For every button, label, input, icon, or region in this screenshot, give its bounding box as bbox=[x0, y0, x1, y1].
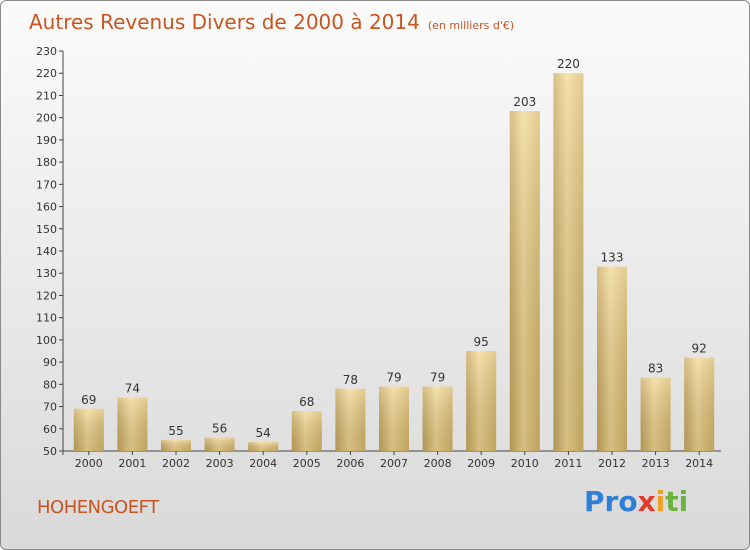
y-tick-label: 50 bbox=[43, 445, 57, 458]
bar-shade-2006 bbox=[335, 388, 366, 451]
x-tick-label-2001: 2001 bbox=[118, 457, 146, 470]
value-label-2004: 54 bbox=[256, 426, 271, 440]
value-label-2006: 78 bbox=[343, 373, 358, 387]
x-tick-label-2000: 2000 bbox=[75, 457, 103, 470]
bar-shade-2013 bbox=[640, 377, 671, 451]
logo-letter: t bbox=[665, 485, 679, 518]
y-tick-label: 110 bbox=[36, 312, 57, 325]
bar-shade-2009 bbox=[466, 351, 497, 451]
logo-letter: P bbox=[584, 485, 605, 518]
value-label-2012: 133 bbox=[601, 251, 624, 265]
x-tick-label-2007: 2007 bbox=[380, 457, 408, 470]
value-label-2013: 83 bbox=[648, 362, 663, 376]
logo-letter: x bbox=[637, 485, 656, 518]
bar-shade-2010 bbox=[509, 111, 540, 451]
logo-letter: o bbox=[618, 485, 638, 518]
value-label-2007: 79 bbox=[386, 371, 401, 385]
y-tick-label: 150 bbox=[36, 223, 57, 236]
bar-shade-2008 bbox=[422, 386, 453, 451]
commune-name: HOHENGOEFT bbox=[37, 497, 159, 518]
bar-shade-2012 bbox=[597, 266, 627, 451]
x-tick-label-2012: 2012 bbox=[598, 457, 626, 470]
value-label-2001: 74 bbox=[125, 382, 140, 396]
bar-shade-2000 bbox=[73, 408, 104, 451]
y-tick-label: 80 bbox=[43, 378, 57, 391]
logo-letter: r bbox=[604, 485, 619, 518]
x-tick-label-2006: 2006 bbox=[336, 457, 364, 470]
bar-shade-2014 bbox=[684, 357, 715, 451]
x-tick-label-2014: 2014 bbox=[685, 457, 713, 470]
bar-shade-2011 bbox=[553, 73, 584, 451]
value-label-2010: 203 bbox=[513, 95, 536, 109]
y-tick-label: 90 bbox=[43, 356, 57, 369]
chart-title: Autres Revenus Divers de 2000 à 2014 (en … bbox=[29, 10, 514, 34]
y-tick-label: 170 bbox=[36, 178, 57, 191]
value-label-2011: 220 bbox=[557, 57, 580, 71]
x-tick-label-2008: 2008 bbox=[424, 457, 452, 470]
bar-shade-2002 bbox=[161, 439, 191, 451]
y-tick-label: 200 bbox=[36, 112, 57, 125]
logo-letter: i bbox=[678, 485, 689, 518]
chart-title-unit: (en milliers d'€) bbox=[427, 19, 515, 32]
value-label-2000: 69 bbox=[81, 393, 96, 407]
proxiti-logo: Proxiti bbox=[584, 485, 688, 518]
y-tick-label: 190 bbox=[36, 134, 57, 147]
y-tick-label: 220 bbox=[36, 67, 57, 80]
value-label-2002: 55 bbox=[168, 424, 183, 438]
y-tick-label: 140 bbox=[36, 245, 57, 258]
chart-title-text: Autres Revenus Divers de 2000 à 2014 bbox=[29, 10, 420, 34]
y-tick-label: 160 bbox=[36, 201, 57, 214]
bar-shade-2005 bbox=[291, 411, 322, 451]
y-tick-label: 130 bbox=[36, 267, 57, 280]
x-tick-label-2013: 2013 bbox=[642, 457, 670, 470]
y-tick-label: 210 bbox=[36, 89, 57, 102]
logo-letter: i bbox=[655, 485, 666, 518]
x-tick-label-2004: 2004 bbox=[249, 457, 277, 470]
y-tick-label: 120 bbox=[36, 289, 57, 302]
x-tick-label-2011: 2011 bbox=[554, 457, 582, 470]
value-label-2014: 92 bbox=[692, 342, 707, 356]
y-tick-label: 100 bbox=[36, 334, 57, 347]
chart-bars: 69 74 55 56 54 68 78 79 79 95 203 220 133 83 92 bbox=[73, 57, 715, 451]
value-label-2003: 56 bbox=[212, 422, 227, 436]
value-label-2005: 68 bbox=[299, 395, 314, 409]
value-label-2008: 79 bbox=[430, 371, 445, 385]
y-tick-label: 60 bbox=[43, 423, 57, 436]
x-tick-label-2005: 2005 bbox=[293, 457, 321, 470]
y-tick-label: 230 bbox=[36, 45, 57, 58]
x-tick-label-2010: 2010 bbox=[511, 457, 539, 470]
x-tick-label-2009: 2009 bbox=[467, 457, 495, 470]
bar-chart: 50 60 70 80 90 100 110 120 130 140 150 160 170 180 190… bbox=[36, 45, 721, 470]
bar-shade-2004 bbox=[248, 442, 279, 451]
x-tick-label-2003: 2003 bbox=[206, 457, 234, 470]
chart-axes: 50 60 70 80 90 100 110 120 130 140 150 160 170 180 190… bbox=[36, 45, 721, 470]
value-label-2009: 95 bbox=[474, 335, 489, 349]
x-tick-label-2002: 2002 bbox=[162, 457, 190, 470]
bar-shade-2001 bbox=[117, 397, 148, 451]
y-tick-label: 70 bbox=[43, 401, 57, 414]
y-tick-label: 180 bbox=[36, 156, 57, 169]
bar-shade-2007 bbox=[379, 386, 409, 451]
bar-shade-2003 bbox=[204, 437, 235, 451]
